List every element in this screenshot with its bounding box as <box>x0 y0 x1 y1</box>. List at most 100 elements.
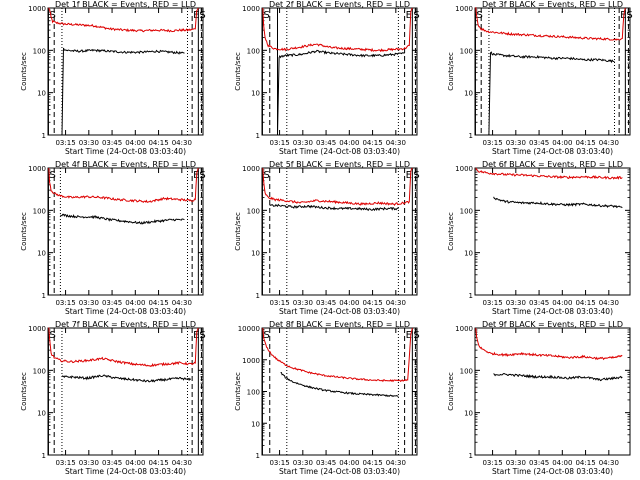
y-tick-label: 1000 <box>242 5 260 13</box>
x-tick-label: 04:00 <box>125 139 145 147</box>
y-axis-label: Counts/sec <box>20 52 28 91</box>
x-tick-label: 03:30 <box>79 139 99 147</box>
y-tick-label: 1000 <box>28 325 46 333</box>
y-tick-label: 1000 <box>242 165 260 173</box>
series-line-lld <box>475 7 626 41</box>
panel-title: Det 4f BLACK = Events, RED = LLD <box>55 160 196 169</box>
y-tick-label: 10 <box>251 90 260 98</box>
y-tick-label: 100 <box>247 207 260 215</box>
series-line-lld <box>475 167 623 180</box>
x-tick-label: 04:30 <box>599 139 619 147</box>
series-line-events <box>493 196 623 209</box>
x-tick-label: 03:45 <box>529 459 549 467</box>
event-marker-label: S <box>263 330 269 341</box>
x-axis-label: Start Time (24-Oct-08 03:03:40) <box>65 307 186 316</box>
y-tick-label: 1 <box>256 292 260 300</box>
panel-title: Det 1f BLACK = Events, RED = LLD <box>55 0 196 9</box>
plot-frame <box>47 167 204 296</box>
y-tick-label: 100 <box>33 207 46 215</box>
x-tick-label: 04:00 <box>339 459 359 467</box>
y-axis-label: Counts/sec <box>234 372 242 411</box>
x-tick-label: 04:30 <box>599 299 619 307</box>
y-tick-label: 1 <box>42 132 46 140</box>
series-line-events <box>61 47 185 136</box>
x-tick-label: 04:15 <box>575 299 595 307</box>
x-axis-label: Start Time (24-Oct-08 03:03:40) <box>65 147 186 156</box>
series-line-lld <box>48 167 199 204</box>
plot-frame <box>474 167 631 296</box>
y-axis-label: Counts/sec <box>20 212 28 251</box>
detector-panel-7: Det 7f BLACK = Events, RED = LLD 1 10 100 10… <box>20 320 206 476</box>
series-line-events <box>61 374 192 383</box>
series-line-lld <box>262 327 413 383</box>
x-tick-label: 03:30 <box>293 139 313 147</box>
y-tick-label: 1000 <box>242 357 260 365</box>
series-line-events <box>488 51 615 136</box>
y-tick-label: 10 <box>464 90 473 98</box>
x-axis-label: Start Time (24-Oct-08 03:03:40) <box>279 147 400 156</box>
x-tick-label: 03:30 <box>506 459 526 467</box>
x-tick-label: 04:30 <box>172 299 192 307</box>
panel-title: Det 6f BLACK = Events, RED = LLD <box>482 160 623 169</box>
y-tick-label: 1000 <box>455 325 473 333</box>
y-axis-label: Counts/sec <box>447 372 455 411</box>
x-tick-label: 03:45 <box>529 139 549 147</box>
y-axis-label: Counts/sec <box>234 212 242 251</box>
series-line-events <box>277 49 405 136</box>
event-marker-label: S <box>626 10 632 21</box>
y-tick-label: 1 <box>469 292 473 300</box>
x-tick-label: 04:30 <box>386 459 406 467</box>
y-tick-label: 10 <box>251 250 260 258</box>
x-tick-label: 03:45 <box>316 459 336 467</box>
y-tick-label: 100 <box>33 367 46 375</box>
x-tick-label: 03:30 <box>79 299 99 307</box>
detector-panel-5: Det 5f BLACK = Events, RED = LLD 1 10 100 10… <box>234 160 420 316</box>
y-tick-label: 1000 <box>28 5 46 13</box>
x-tick-label: 04:15 <box>362 139 382 147</box>
x-axis-label: Start Time (24-Oct-08 03:03:40) <box>492 467 613 476</box>
x-tick-label: 04:30 <box>386 299 406 307</box>
x-tick-label: 03:30 <box>293 299 313 307</box>
detector-panel-4: Det 4f BLACK = Events, RED = LLD 1 10 100 10… <box>20 160 206 316</box>
x-tick-label: 03:45 <box>316 139 336 147</box>
x-tick-label: 03:45 <box>529 299 549 307</box>
x-axis-label: Start Time (24-Oct-08 03:03:40) <box>65 467 186 476</box>
y-tick-label: 1 <box>256 452 260 460</box>
event-marker-label: E <box>406 170 412 181</box>
y-tick-label: 10000 <box>238 325 260 333</box>
y-tick-label: 100 <box>247 47 260 55</box>
x-tick-label: 03:15 <box>269 139 289 147</box>
y-tick-label: 10 <box>37 410 46 418</box>
x-tick-label: 03:30 <box>506 299 526 307</box>
x-tick-label: 04:30 <box>599 459 619 467</box>
y-tick-label: 100 <box>460 367 473 375</box>
x-tick-label: 04:30 <box>172 139 192 147</box>
x-tick-label: 03:15 <box>55 299 75 307</box>
x-tick-label: 04:15 <box>362 299 382 307</box>
event-marker-label: S <box>413 10 419 21</box>
detector-panel-3: Det 3f BLACK = Events, RED = LLD 1 10 100 10… <box>447 0 633 156</box>
x-tick-label: 03:45 <box>102 299 122 307</box>
panel-title: Det 7f BLACK = Events, RED = LLD <box>55 320 196 329</box>
event-marker-label: S <box>413 330 419 341</box>
x-tick-label: 03:30 <box>79 459 99 467</box>
x-tick-label: 04:30 <box>386 139 406 147</box>
plot-frame <box>261 167 418 296</box>
x-tick-label: 04:00 <box>125 299 145 307</box>
detector-panel-1: Det 1f BLACK = Events, RED = LLD 1 10 100 10… <box>20 0 206 156</box>
y-tick-label: 1000 <box>455 165 473 173</box>
series-line-lld <box>48 327 199 368</box>
panel-title: Det 5f BLACK = Events, RED = LLD <box>269 160 410 169</box>
y-tick-label: 1000 <box>28 165 46 173</box>
y-tick-label: 100 <box>247 389 260 397</box>
y-tick-label: 10 <box>37 250 46 258</box>
x-tick-label: 04:00 <box>552 139 572 147</box>
series-line-lld <box>475 327 623 361</box>
event-marker-label: E <box>406 330 412 341</box>
x-axis-label: Start Time (24-Oct-08 03:03:40) <box>279 467 400 476</box>
detector-panel-2: Det 2f BLACK = Events, RED = LLD 1 10 100 10… <box>234 0 420 156</box>
x-axis-label: Start Time (24-Oct-08 03:03:40) <box>492 147 613 156</box>
x-tick-label: 04:15 <box>148 459 168 467</box>
